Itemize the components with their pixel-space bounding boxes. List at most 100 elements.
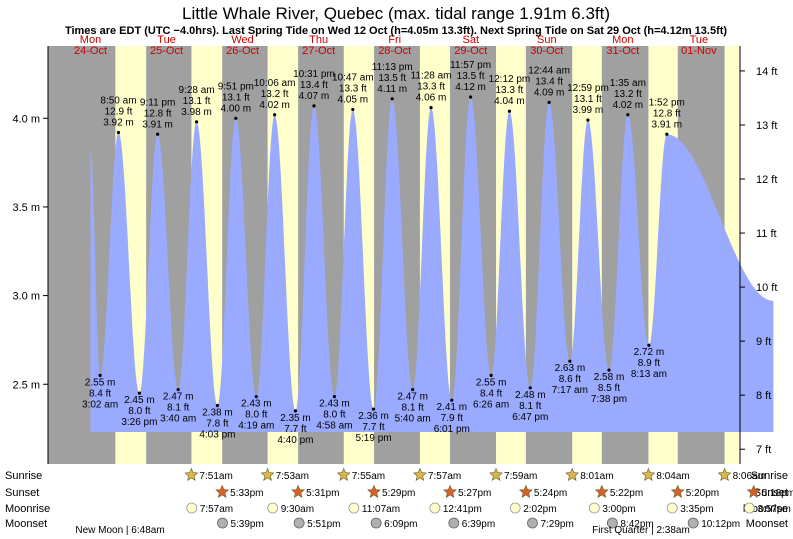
- tide-point-4: [176, 387, 180, 392]
- moonrise-icon-7: [744, 502, 755, 514]
- tide-point-23: [547, 100, 551, 104]
- tide-label-17-2: 4.06 m: [416, 93, 447, 104]
- astro-label-left-0: Sunrise: [5, 470, 42, 482]
- sunrise-icon-6: [641, 467, 656, 481]
- tide-label-11-0: 10:31 pm: [293, 69, 335, 80]
- tide-point-19: [468, 95, 473, 99]
- sunset-icon-0: [215, 484, 230, 498]
- tide-point-2: [137, 391, 141, 395]
- tide-point-15: [390, 97, 394, 101]
- y-tick-label-ft-7: 14 ft: [756, 66, 777, 78]
- tide-label-16-0: 2.47 m: [397, 392, 428, 403]
- tide-label-4-1: 8.1 ft: [167, 403, 189, 414]
- tide-label-29-2: 3.91 m: [652, 119, 683, 130]
- tide-label-27-2: 4.02 m: [613, 100, 644, 111]
- tide-label-19-1: 13.5 ft: [457, 71, 485, 82]
- sunset-icon-5: [594, 484, 609, 498]
- sunrise-time-3: 7:57am: [428, 471, 461, 482]
- tide-point-8: [254, 395, 258, 399]
- day-label-dow-5: Sat: [462, 34, 479, 46]
- tide-point-24: [568, 359, 572, 363]
- sunrise-icon-3: [412, 467, 427, 481]
- sunrise-time-6: 8:04am: [656, 471, 689, 482]
- tide-label-23-1: 13.4 ft: [535, 76, 563, 87]
- tide-label-21-0: 12:12 pm: [489, 74, 531, 85]
- tide-label-22-0: 2.48 m: [515, 390, 546, 401]
- moonset-time-0: 5:39pm: [230, 519, 263, 530]
- tide-label-12-0: 2.43 m: [319, 399, 350, 410]
- moonset-time-1: 5:51pm: [307, 519, 340, 530]
- tide-point-1: [116, 130, 121, 135]
- tide-label-3-0: 9:11 pm: [140, 97, 175, 108]
- y-tick-label-m-2: 3.5 m: [12, 202, 40, 214]
- tide-label-29-1: 12.8 ft: [653, 108, 681, 119]
- sunset-icon-2: [367, 484, 381, 498]
- y-tick-label-m-3: 4.0 m: [12, 113, 40, 125]
- tide-label-5-1: 13.1 ft: [183, 96, 211, 107]
- day-label-date-8: 01-Nov: [681, 45, 717, 57]
- sunset-icon-1: [291, 484, 306, 498]
- tide-label-2-2: 3:26 pm: [121, 417, 157, 428]
- tide-label-15-2: 4.11 m: [377, 84, 407, 95]
- tide-label-14-1: 7.7 ft: [362, 422, 384, 433]
- tide-label-5-0: 9:28 am: [178, 85, 214, 96]
- astro-label-right-1: Sunset: [754, 487, 788, 499]
- tide-label-1-0: 8:50 am: [100, 95, 136, 106]
- moonset-icon-6: [687, 517, 699, 529]
- sunset-time-0: 5:33pm: [230, 488, 263, 499]
- tide-label-8-1: 8.0 ft: [245, 410, 267, 421]
- moonrise-icon-5: [588, 502, 600, 514]
- sunset-icon-6: [670, 484, 685, 498]
- tide-label-13-2: 4.05 m: [338, 94, 369, 105]
- tide-label-3-1: 12.8 ft: [144, 108, 172, 119]
- tide-point-11: [312, 104, 316, 108]
- moonset-time-3: 6:39pm: [462, 519, 495, 530]
- y-tick-label-ft-6: 13 ft: [756, 120, 777, 132]
- tide-point-27: [626, 113, 630, 117]
- tide-label-0-2: 3:02 am: [82, 399, 118, 410]
- tide-point-21: [507, 109, 512, 113]
- moonrise-time-6: 3:35pm: [680, 504, 713, 515]
- moonrise-time-2: 11:07am: [362, 504, 400, 515]
- chart-title: Little Whale River, Quebec (max. tidal r…: [182, 4, 610, 23]
- moonrise-icon-3: [429, 502, 441, 514]
- sunset-time-6: 5:20pm: [686, 488, 719, 499]
- sunrise-time-7: 8:06am: [733, 471, 766, 482]
- day-label-dow-2: Wed: [231, 34, 253, 46]
- tide-label-26-1: 8.5 ft: [598, 383, 620, 394]
- tide-label-18-0: 2.41 m: [437, 402, 468, 413]
- y-tick-label-ft-3: 10 ft: [756, 282, 777, 294]
- tide-point-7: [234, 116, 238, 120]
- tide-label-1-1: 12.9 ft: [105, 106, 133, 117]
- tide-label-0-0: 2.55 m: [85, 377, 116, 388]
- tide-label-9-1: 13.2 ft: [261, 89, 289, 100]
- day-label-date-6: 30-Oct: [530, 45, 563, 57]
- sunset-time-2: 5:29pm: [382, 488, 415, 499]
- sunset-time-4: 5:24pm: [534, 488, 567, 499]
- tide-label-6-2: 4:03 pm: [199, 430, 235, 441]
- y-tick-label-ft-0: 7 ft: [756, 444, 771, 456]
- moonrise-icon-2: [348, 502, 360, 514]
- y-tick-label-ft-2: 9 ft: [756, 336, 771, 348]
- astro-label-left-2: Moonrise: [5, 503, 50, 515]
- tide-label-19-0: 11:57 pm: [450, 60, 491, 71]
- astro-label-right-0: Sunrise: [751, 470, 788, 482]
- y-tick-label-m-0: 2.5 m: [12, 379, 40, 391]
- moonset-icon-1: [293, 517, 305, 529]
- tide-label-27-0: 1:35 am: [610, 78, 646, 89]
- tide-label-11-2: 4.07 m: [299, 91, 330, 102]
- tide-label-11-1: 13.4 ft: [300, 80, 328, 91]
- sunset-icon-3: [443, 484, 457, 498]
- tide-point-17: [429, 106, 433, 110]
- tide-label-7-0: 9:51 pm: [218, 81, 254, 92]
- day-label-date-7: 31-Oct: [606, 45, 639, 57]
- tide-label-16-2: 5:40 am: [395, 414, 431, 425]
- tide-label-6-1: 7.8 ft: [206, 419, 228, 430]
- tide-point-12: [332, 395, 336, 399]
- tide-label-0-1: 8.4 ft: [89, 388, 111, 399]
- tide-label-8-0: 2.43 m: [241, 399, 272, 410]
- tide-label-7-1: 13.1 ft: [222, 92, 250, 103]
- tide-label-15-0: 11:13 pm: [372, 62, 413, 73]
